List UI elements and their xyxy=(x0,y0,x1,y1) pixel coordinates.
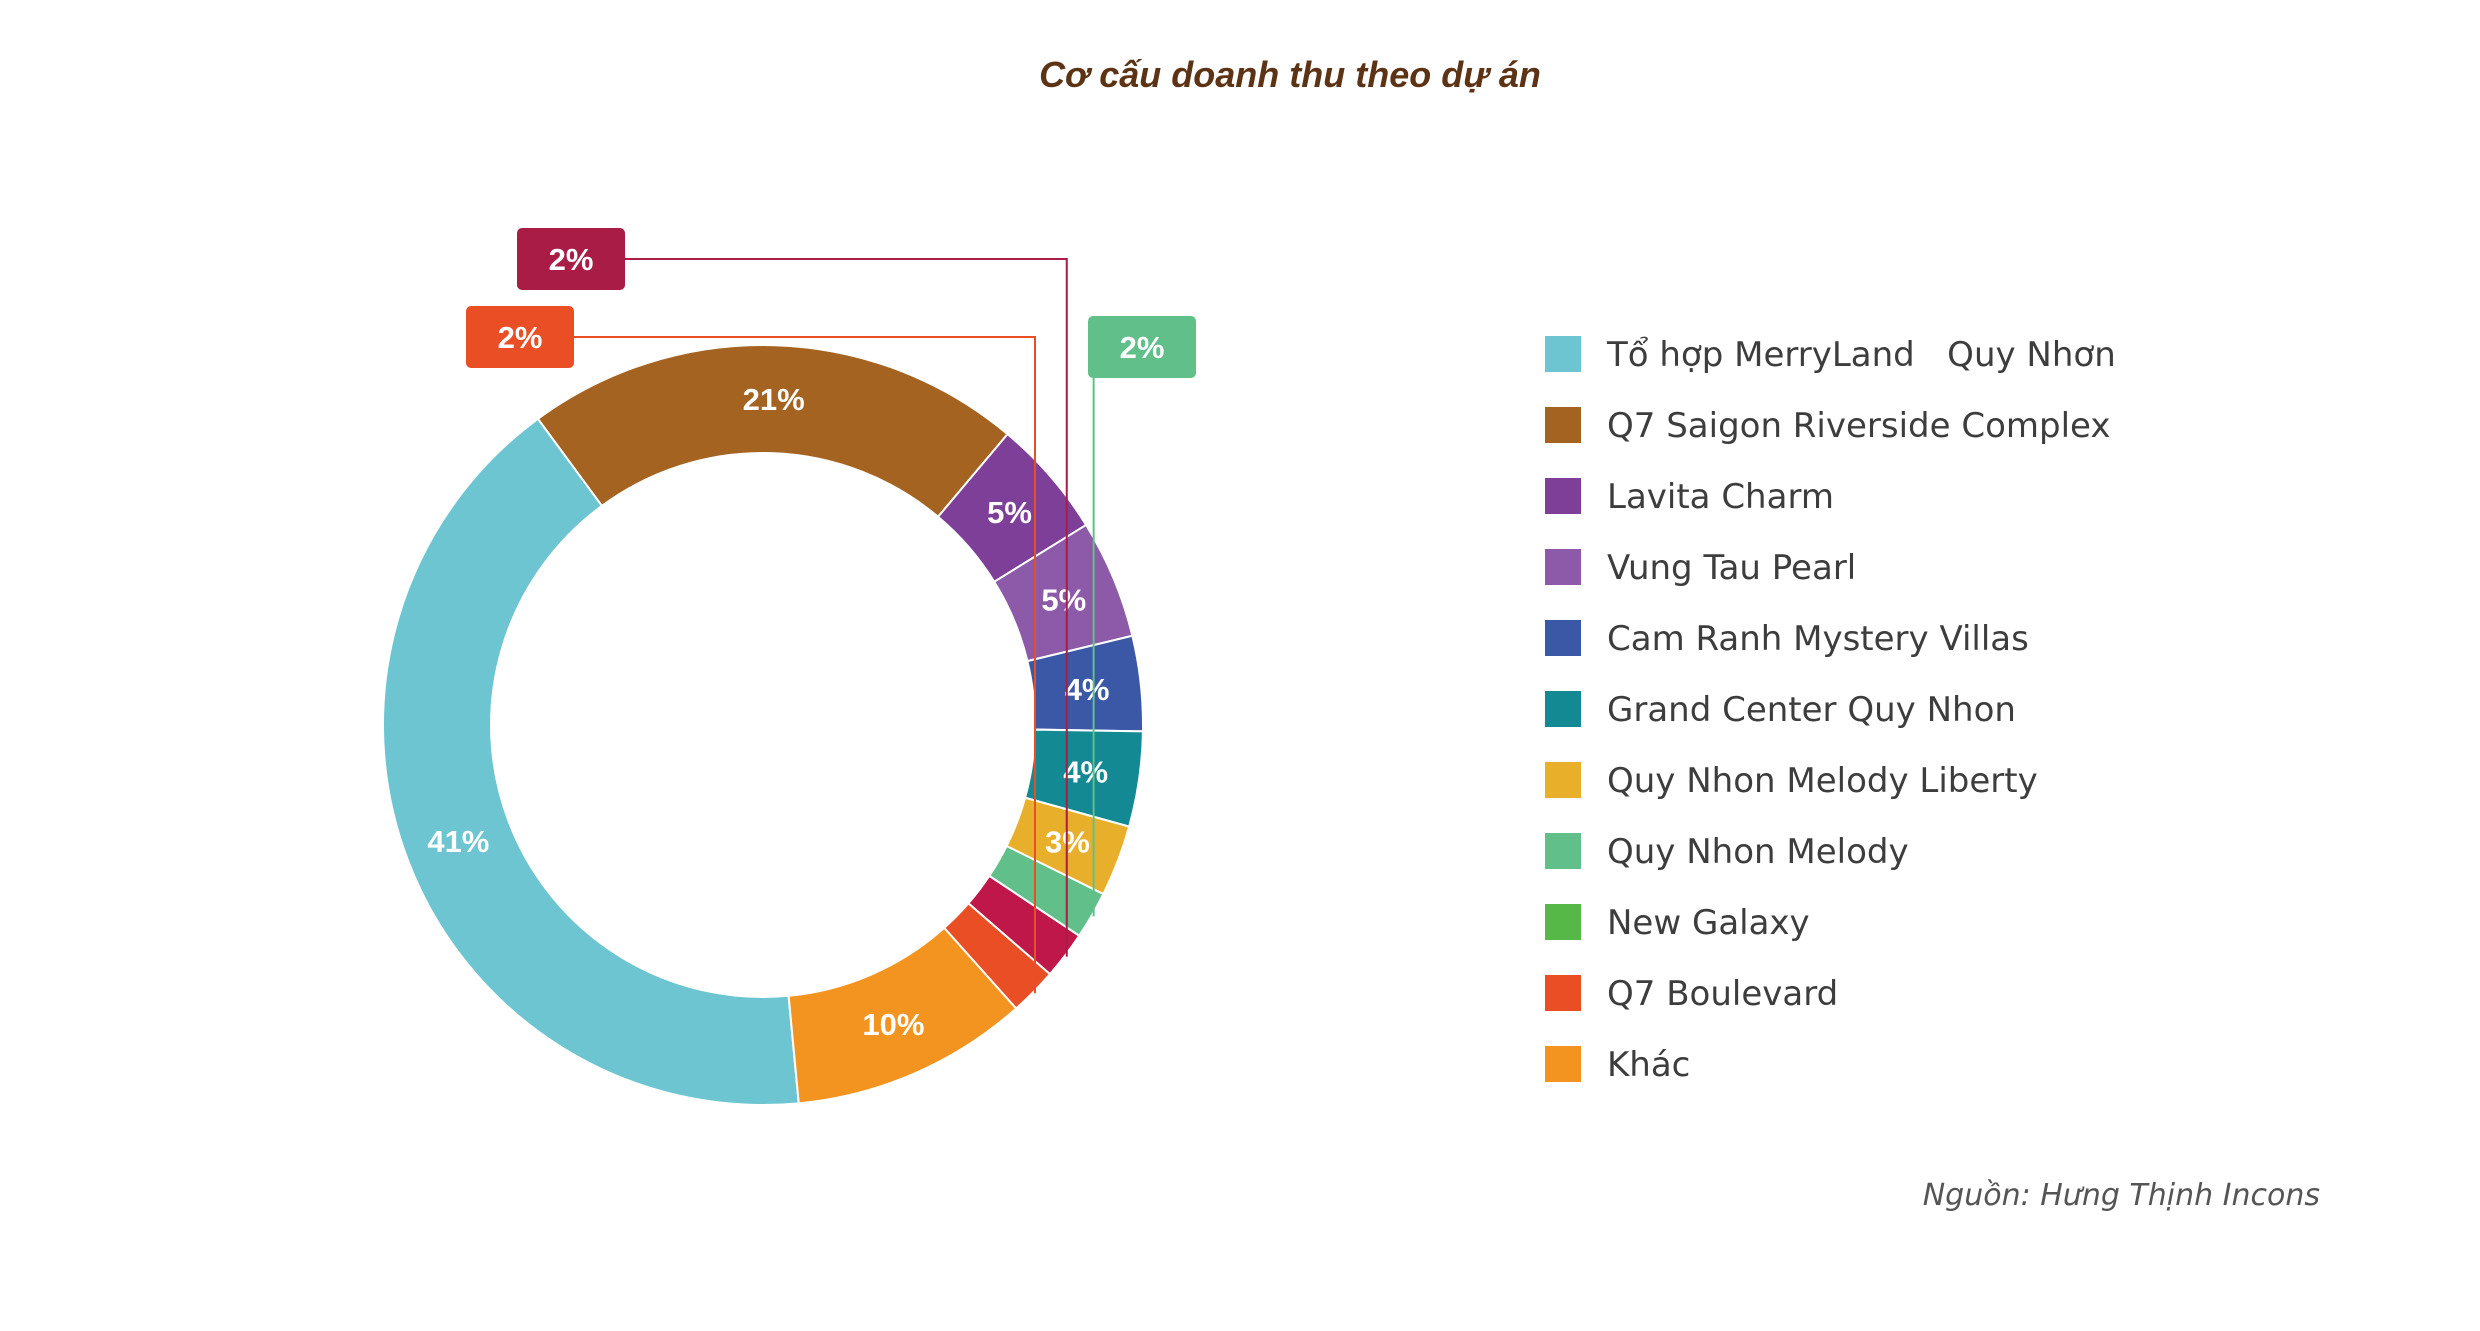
legend-swatch-to-hop-merryland-quy-nhon xyxy=(1545,336,1581,372)
legend-item-lavita-charm: Lavita Charm xyxy=(1545,477,1834,517)
legend-swatch-cam-ranh-mystery-villas xyxy=(1545,620,1581,656)
legend-item-new-galaxy: New Galaxy xyxy=(1545,903,1810,943)
legend-label-quy-nhon-melody: Quy Nhon Melody xyxy=(1607,832,1909,872)
legend-label-khac: Khác xyxy=(1607,1045,1690,1085)
legend-swatch-new-galaxy xyxy=(1545,904,1581,940)
slice-label-to-hop-merryland-quy-nhon: 41% xyxy=(427,824,489,859)
legend-item-grand-center-quy-nhon: Grand Center Quy Nhon xyxy=(1545,690,2016,730)
legend-label-cam-ranh-mystery-villas: Cam Ranh Mystery Villas xyxy=(1607,619,2029,659)
callout-labels: 2% 2% 2% xyxy=(466,228,1196,994)
callout-label-quy-nhon-melody: 2% xyxy=(1120,330,1165,365)
legend-label-grand-center-quy-nhon: Grand Center Quy Nhon xyxy=(1607,690,2016,730)
slice-q7-saigon-riverside-complex xyxy=(536,344,1009,519)
legend-label-q7-boulevard: Q7 Boulevard xyxy=(1607,974,1838,1014)
source-note: Nguồn: Hưng Thịnh Incons xyxy=(1923,1178,2320,1213)
callout-label-q7-boulevard: 2% xyxy=(498,320,543,355)
legend-item-quy-nhon-melody-liberty: Quy Nhon Melody Liberty xyxy=(1545,761,2038,801)
slice-label-grand-center-quy-nhon: 4% xyxy=(1063,755,1108,790)
callout-box-q7-boulevard xyxy=(466,306,574,368)
legend-swatch-q7-saigon-riverside-complex xyxy=(1545,407,1581,443)
slice-labels: 41%21%5%5%4%4%3%10% xyxy=(427,382,1109,1042)
donut-slices xyxy=(382,344,1144,1106)
legend-label-to-hop-merryland-quy-nhon: Tổ hợp MerryLand Quy Nhơn xyxy=(1606,335,2116,375)
chart-title: Cơ cấu doanh thu theo dự án xyxy=(1039,54,1541,95)
legend: Tổ hợp MerryLand Quy Nhơn Q7 Saigon River… xyxy=(1545,335,2116,1085)
legend-item-khac: Khác xyxy=(1545,1045,1690,1085)
legend-label-new-galaxy: New Galaxy xyxy=(1607,903,1810,943)
slice-label-vung-tau-pearl: 5% xyxy=(1041,582,1086,617)
legend-item-to-hop-merryland-quy-nhon: Tổ hợp MerryLand Quy Nhơn xyxy=(1545,335,2116,375)
slice-khac xyxy=(787,926,1018,1105)
slice-label-lavita-charm: 5% xyxy=(987,495,1032,530)
legend-item-cam-ranh-mystery-villas: Cam Ranh Mystery Villas xyxy=(1545,619,2029,659)
slice-to-hop-merryland-quy-nhon xyxy=(382,417,800,1106)
legend-item-quy-nhon-melody: Quy Nhon Melody xyxy=(1545,832,1909,872)
legend-label-lavita-charm: Lavita Charm xyxy=(1607,477,1834,517)
callout-label-new-galaxy: 2% xyxy=(549,242,594,277)
legend-swatch-quy-nhon-melody-liberty xyxy=(1545,762,1581,798)
callout-box-new-galaxy xyxy=(517,228,625,290)
legend-item-vung-tau-pearl: Vung Tau Pearl xyxy=(1545,548,1856,588)
legend-item-q7-saigon-riverside-complex: Q7 Saigon Riverside Complex xyxy=(1545,406,2111,446)
legend-label-quy-nhon-melody-liberty: Quy Nhon Melody Liberty xyxy=(1607,761,2038,801)
slice-label-cam-ranh-mystery-villas: 4% xyxy=(1065,672,1110,707)
legend-swatch-quy-nhon-melody xyxy=(1545,833,1581,869)
legend-label-vung-tau-pearl: Vung Tau Pearl xyxy=(1607,548,1856,588)
legend-item-q7-boulevard: Q7 Boulevard xyxy=(1545,974,1838,1014)
legend-swatch-vung-tau-pearl xyxy=(1545,549,1581,585)
legend-swatch-lavita-charm xyxy=(1545,478,1581,514)
legend-swatch-q7-boulevard xyxy=(1545,975,1581,1011)
callout-line-q7-boulevard xyxy=(574,336,1036,994)
legend-label-q7-saigon-riverside-complex: Q7 Saigon Riverside Complex xyxy=(1607,406,2111,446)
legend-swatch-khac xyxy=(1545,1046,1581,1082)
slice-label-khac: 10% xyxy=(862,1007,924,1042)
callout-box-quy-nhon-melody xyxy=(1088,316,1196,378)
slice-label-q7-saigon-riverside-complex: 21% xyxy=(743,382,805,417)
legend-swatch-grand-center-quy-nhon xyxy=(1545,691,1581,727)
callout-line-new-galaxy xyxy=(625,258,1068,957)
